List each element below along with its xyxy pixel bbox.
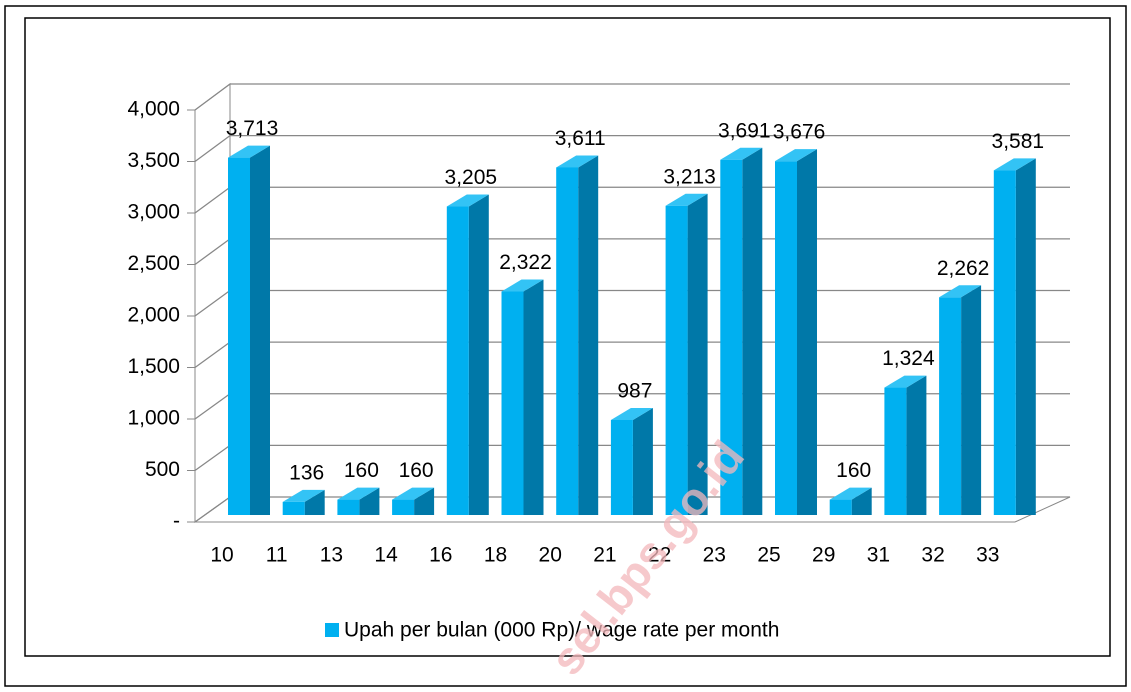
x-tick-label: 13 bbox=[320, 544, 343, 567]
y-tick-label: 500 bbox=[145, 458, 180, 481]
bar bbox=[501, 291, 524, 515]
bar-side bbox=[797, 149, 817, 515]
bar-side bbox=[250, 145, 270, 515]
data-label: 1,324 bbox=[882, 347, 935, 370]
x-tick-label: 31 bbox=[867, 544, 890, 567]
grid-line bbox=[194, 341, 1070, 369]
bar-side bbox=[687, 193, 708, 515]
grid-line bbox=[194, 289, 1070, 317]
x-tick-label: 21 bbox=[593, 544, 616, 567]
bar bbox=[556, 167, 579, 515]
bar-top bbox=[720, 147, 763, 160]
bar-top bbox=[829, 487, 872, 500]
bar-side bbox=[1015, 158, 1036, 516]
bar-top bbox=[939, 285, 982, 298]
grid-line bbox=[194, 134, 1070, 163]
bar-top bbox=[337, 487, 380, 500]
data-label: 3,611 bbox=[555, 127, 606, 150]
y-tick-label: 3,000 bbox=[127, 201, 180, 224]
bar bbox=[775, 161, 797, 515]
y-tick-label: 1,000 bbox=[127, 407, 180, 430]
bar-side bbox=[523, 279, 544, 515]
x-tick-label: 18 bbox=[484, 544, 507, 567]
bar-top bbox=[282, 489, 325, 502]
x-tick-label: 23 bbox=[703, 544, 726, 567]
x-tick-label: 33 bbox=[976, 544, 999, 567]
bar-top bbox=[610, 408, 653, 421]
data-label: 3,581 bbox=[992, 130, 1045, 153]
y-tick-label: 2,000 bbox=[127, 304, 180, 327]
bar-side bbox=[578, 155, 599, 515]
bar-side bbox=[414, 487, 435, 515]
grid-line bbox=[194, 83, 1070, 111]
bar bbox=[993, 170, 1016, 516]
bar-top bbox=[775, 149, 817, 162]
data-label: 2,322 bbox=[499, 251, 552, 274]
bar-top bbox=[665, 193, 708, 206]
x-tick-label: 11 bbox=[266, 544, 288, 567]
y-tick-label: 1,500 bbox=[127, 355, 180, 378]
outer-frame bbox=[4, 5, 1127, 687]
y-tick-label: 4,000 bbox=[127, 98, 180, 121]
bar bbox=[829, 499, 852, 515]
x-tick-label: 22 bbox=[648, 544, 671, 567]
bar bbox=[337, 499, 360, 515]
legend-swatch bbox=[325, 623, 339, 637]
x-tick-label: 29 bbox=[812, 544, 835, 567]
bar bbox=[720, 159, 743, 515]
bar-side bbox=[851, 487, 872, 515]
y-tick-label: 3,500 bbox=[127, 149, 180, 172]
data-label: 3,691 bbox=[718, 119, 771, 142]
bar bbox=[228, 157, 250, 515]
bar-top bbox=[392, 487, 435, 500]
bar bbox=[939, 297, 962, 515]
bar-side bbox=[632, 408, 653, 515]
data-label: 987 bbox=[617, 380, 652, 403]
data-label: 2,262 bbox=[937, 257, 990, 280]
bar bbox=[665, 205, 688, 515]
data-label: 3,676 bbox=[773, 121, 826, 144]
legend-label: Upah per bulan (000 Rp)/ wage rate per m… bbox=[344, 619, 779, 642]
data-label: 160 bbox=[344, 459, 379, 482]
bar-top bbox=[228, 145, 270, 158]
bar bbox=[392, 499, 415, 515]
bar-side bbox=[359, 487, 380, 515]
x-tick-label: 14 bbox=[374, 544, 398, 567]
grid-line bbox=[194, 186, 1070, 214]
bar-side bbox=[906, 375, 927, 515]
chart-frame bbox=[24, 17, 1111, 657]
y-tick-label: 2,500 bbox=[127, 252, 180, 275]
data-label: 3,213 bbox=[663, 165, 716, 188]
x-tick-label: 25 bbox=[757, 544, 780, 567]
data-label: 136 bbox=[289, 461, 324, 484]
data-label: 160 bbox=[836, 459, 871, 482]
bar bbox=[884, 387, 907, 515]
bar-top bbox=[556, 155, 599, 168]
x-tick-label: 10 bbox=[210, 544, 233, 567]
y-tick-label: - bbox=[173, 510, 180, 533]
bar-top bbox=[884, 375, 927, 388]
data-label: 160 bbox=[399, 459, 434, 482]
bar-side bbox=[961, 285, 982, 515]
x-tick-label: 20 bbox=[539, 544, 562, 567]
bar bbox=[282, 501, 305, 515]
bar bbox=[446, 206, 469, 516]
bar-side bbox=[468, 194, 489, 516]
bar-top bbox=[446, 194, 489, 207]
data-label: 3,713 bbox=[226, 117, 279, 140]
bar-top bbox=[993, 158, 1036, 171]
data-label: 3,205 bbox=[445, 166, 498, 189]
bar-side bbox=[742, 147, 763, 515]
bar-top bbox=[501, 279, 544, 292]
x-tick-label: 16 bbox=[429, 544, 452, 567]
x-tick-label: 32 bbox=[921, 544, 944, 567]
bar-side bbox=[304, 489, 325, 515]
bar bbox=[610, 420, 633, 515]
